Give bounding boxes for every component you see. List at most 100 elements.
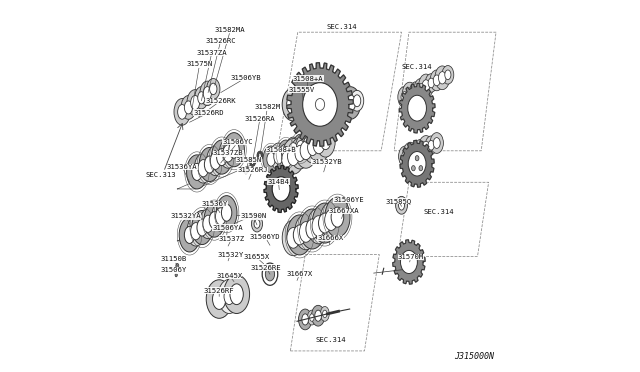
Ellipse shape: [204, 203, 225, 237]
Text: 31506YE: 31506YE: [333, 197, 364, 208]
Ellipse shape: [175, 273, 177, 277]
Ellipse shape: [335, 92, 351, 118]
Ellipse shape: [430, 133, 444, 153]
Ellipse shape: [287, 147, 299, 166]
Ellipse shape: [298, 309, 312, 330]
Ellipse shape: [402, 151, 409, 162]
Ellipse shape: [308, 140, 317, 155]
Ellipse shape: [422, 141, 430, 154]
Ellipse shape: [270, 143, 287, 170]
Ellipse shape: [310, 314, 314, 321]
Ellipse shape: [353, 95, 361, 107]
Ellipse shape: [415, 155, 419, 161]
Text: 31526RC: 31526RC: [205, 38, 236, 93]
Ellipse shape: [410, 82, 422, 100]
Ellipse shape: [207, 78, 220, 99]
Ellipse shape: [211, 140, 232, 174]
Ellipse shape: [184, 227, 195, 243]
Ellipse shape: [300, 222, 312, 242]
Text: 31532YA: 31532YA: [170, 214, 201, 227]
Text: SEC.314: SEC.314: [326, 24, 357, 30]
Ellipse shape: [192, 211, 212, 244]
Ellipse shape: [250, 157, 255, 166]
Ellipse shape: [401, 92, 408, 102]
Ellipse shape: [178, 105, 187, 119]
Ellipse shape: [295, 145, 305, 161]
Ellipse shape: [191, 96, 200, 110]
Ellipse shape: [187, 90, 204, 116]
Ellipse shape: [419, 136, 433, 159]
Polygon shape: [400, 140, 434, 187]
Text: 31570M: 31570M: [397, 254, 424, 262]
Ellipse shape: [350, 90, 364, 111]
Ellipse shape: [287, 228, 300, 248]
Ellipse shape: [282, 220, 305, 256]
Polygon shape: [393, 240, 425, 284]
Ellipse shape: [209, 212, 220, 229]
Ellipse shape: [412, 102, 422, 115]
Text: 31526RK: 31526RK: [198, 98, 236, 117]
Text: 31645X: 31645X: [216, 273, 243, 282]
Text: 31585Q: 31585Q: [385, 198, 412, 206]
Ellipse shape: [428, 78, 435, 88]
Ellipse shape: [413, 147, 419, 157]
Ellipse shape: [398, 87, 411, 108]
Text: 31590N: 31590N: [240, 214, 266, 225]
Text: SEC.313: SEC.313: [146, 172, 177, 178]
Ellipse shape: [229, 141, 239, 158]
Ellipse shape: [257, 151, 263, 160]
Ellipse shape: [223, 133, 244, 167]
Ellipse shape: [417, 83, 424, 94]
Ellipse shape: [203, 215, 213, 232]
Ellipse shape: [331, 207, 344, 227]
Text: 314B4: 314B4: [268, 179, 289, 190]
Text: SEC.314: SEC.314: [401, 64, 431, 70]
Ellipse shape: [191, 222, 201, 240]
Ellipse shape: [300, 209, 325, 249]
Ellipse shape: [406, 88, 413, 100]
Ellipse shape: [263, 146, 279, 173]
Polygon shape: [399, 83, 435, 133]
Ellipse shape: [224, 288, 234, 305]
Text: 31508+A: 31508+A: [293, 76, 323, 89]
Ellipse shape: [272, 177, 290, 201]
Ellipse shape: [181, 96, 196, 119]
Ellipse shape: [267, 153, 275, 166]
Ellipse shape: [223, 145, 233, 162]
Text: SEC.314: SEC.314: [423, 209, 454, 215]
Ellipse shape: [433, 75, 440, 86]
Ellipse shape: [219, 138, 237, 168]
Ellipse shape: [430, 70, 444, 91]
Ellipse shape: [419, 166, 422, 171]
Ellipse shape: [339, 98, 348, 113]
Ellipse shape: [315, 310, 321, 321]
Text: 31555V: 31555V: [289, 87, 315, 100]
Text: 31526RF: 31526RF: [204, 288, 234, 296]
Ellipse shape: [292, 89, 309, 116]
Ellipse shape: [312, 216, 325, 236]
Ellipse shape: [187, 217, 205, 246]
Ellipse shape: [435, 66, 450, 90]
Ellipse shape: [300, 131, 316, 158]
Ellipse shape: [221, 204, 232, 221]
Text: 31536Y: 31536Y: [201, 201, 227, 213]
Text: J315000N: J315000N: [454, 352, 494, 361]
Ellipse shape: [321, 134, 331, 150]
Text: 31575N: 31575N: [186, 61, 212, 108]
Ellipse shape: [195, 87, 208, 109]
Ellipse shape: [292, 134, 309, 161]
Ellipse shape: [184, 101, 193, 114]
Ellipse shape: [417, 144, 424, 155]
Ellipse shape: [278, 140, 294, 167]
Ellipse shape: [401, 250, 417, 273]
Ellipse shape: [406, 257, 412, 267]
Ellipse shape: [197, 219, 207, 236]
Ellipse shape: [319, 213, 331, 233]
Text: 31526RD: 31526RD: [189, 110, 224, 122]
Text: 31526RJ: 31526RJ: [237, 167, 268, 179]
Ellipse shape: [422, 80, 430, 92]
Polygon shape: [264, 166, 298, 212]
Text: 31666X: 31666X: [317, 235, 344, 244]
Ellipse shape: [277, 144, 296, 175]
Ellipse shape: [345, 95, 356, 111]
